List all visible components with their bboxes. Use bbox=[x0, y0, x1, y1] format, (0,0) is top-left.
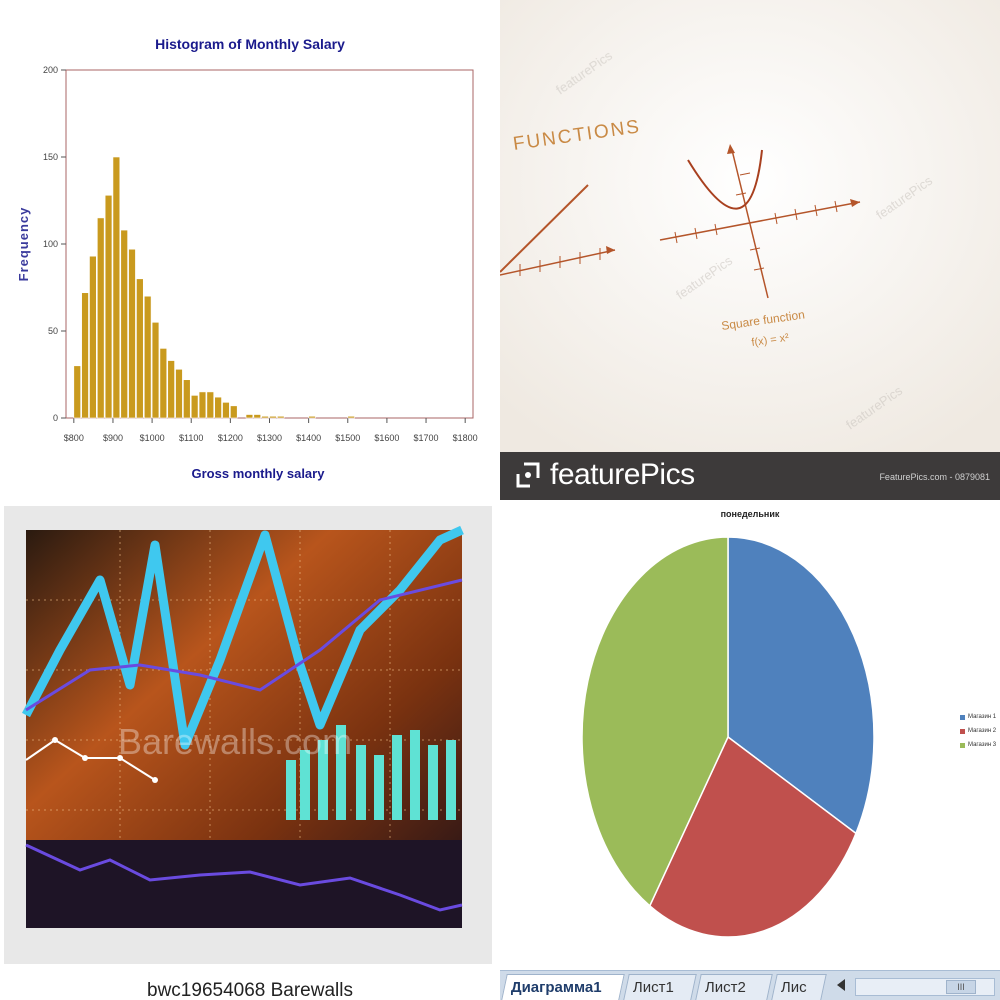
x-tick-label: $1400 bbox=[296, 433, 321, 443]
histogram-bar bbox=[136, 278, 144, 419]
pie-chart-panel: понедельник Магазин 1 Магазин 2 Магазин 3 … bbox=[500, 500, 1000, 1000]
horizontal-scrollbar[interactable]: III bbox=[855, 978, 995, 996]
histogram-bar bbox=[175, 368, 183, 419]
histogram-bar bbox=[230, 405, 238, 419]
watermark-text: Barewalls.com bbox=[118, 721, 352, 762]
featurepics-id: FeaturePics.com - 0879081 bbox=[879, 472, 990, 482]
histogram-title: Histogram of Monthly Salary bbox=[155, 36, 345, 52]
tab-diagram1[interactable]: Диаграмма1 bbox=[501, 974, 625, 1000]
x-tick-label: $1200 bbox=[218, 433, 243, 443]
legend-label: Магазин 1 bbox=[968, 714, 997, 720]
x-tick-label: $1800 bbox=[453, 433, 478, 443]
pie-slice bbox=[648, 735, 857, 938]
histogram-bar bbox=[120, 229, 128, 419]
featurepics-logo-icon bbox=[516, 462, 540, 488]
histogram-bar bbox=[245, 414, 254, 419]
x-tick-label: $1700 bbox=[414, 433, 439, 443]
legend-swatch bbox=[960, 714, 965, 720]
legend-item: Магазин 2 bbox=[960, 724, 996, 738]
x-axis-label: Gross monthly salary bbox=[192, 466, 326, 481]
pie-slice bbox=[727, 536, 875, 835]
histogram-panel: Histogram of Monthly Salary 0 50 100 150 200… bbox=[0, 0, 500, 500]
histogram-bar bbox=[112, 156, 121, 419]
y-tick-label: 200 bbox=[43, 65, 58, 75]
finance-photo: Barewalls.com bbox=[4, 506, 492, 964]
x-tick-label: $1500 bbox=[335, 433, 360, 443]
histogram-chart: Histogram of Monthly Salary 0 50 100 150 200… bbox=[16, 36, 478, 481]
pie-chart: понедельник bbox=[581, 509, 875, 938]
pie-slices bbox=[581, 536, 875, 938]
histogram-bar bbox=[151, 321, 160, 419]
histogram-bar bbox=[222, 402, 230, 419]
pie-legend: Магазин 1 Магазин 2 Магазин 3 bbox=[960, 710, 996, 752]
y-axis: 0 50 100 150 200 bbox=[43, 65, 66, 423]
y-axis-label: Frequency bbox=[16, 207, 31, 282]
x-tick-label: $1000 bbox=[140, 433, 165, 443]
histogram-bar bbox=[167, 360, 175, 419]
histogram-bar bbox=[347, 415, 355, 419]
histogram-bar bbox=[253, 414, 261, 419]
histogram-bar bbox=[261, 415, 269, 419]
histogram-bar bbox=[206, 391, 215, 419]
x-axis: $800 $900 $1000 $1100 $1200 $1300 $1400 $1500 $1… bbox=[64, 418, 478, 443]
histogram-bar bbox=[308, 415, 316, 419]
square-function-formula: f(x) = x² bbox=[751, 332, 790, 349]
x-tick-label: $800 bbox=[64, 433, 84, 443]
histogram-bar bbox=[269, 415, 277, 419]
x-tick-label: $1600 bbox=[374, 433, 399, 443]
histogram-bar bbox=[104, 194, 113, 419]
tab-scroll-left-icon[interactable] bbox=[837, 979, 845, 991]
histogram-bar bbox=[183, 379, 191, 419]
histogram-bar bbox=[214, 396, 222, 419]
histogram-bar bbox=[89, 255, 97, 419]
y-tick-label: 0 bbox=[53, 413, 58, 423]
histogram-bars bbox=[73, 156, 355, 419]
x-tick-label: $1100 bbox=[179, 433, 203, 443]
legend-label: Магазин 2 bbox=[968, 728, 997, 734]
legend-label: Магазин 3 bbox=[968, 742, 997, 748]
y-tick-label: 50 bbox=[48, 326, 58, 336]
sheet-tab-bar: Диаграмма1 Лист1 Лист2 Лис III bbox=[500, 970, 1000, 1000]
histogram-bar bbox=[190, 395, 199, 419]
legend-swatch bbox=[960, 742, 965, 748]
functions-photo: FUNCTIONS bbox=[500, 0, 1000, 452]
tab-sheet3[interactable]: Лис bbox=[771, 974, 827, 1000]
histogram-bar bbox=[81, 292, 89, 419]
histogram-bar bbox=[198, 391, 207, 419]
histogram-bar bbox=[73, 365, 81, 419]
finance-photo-panel: Barewalls.com bwc19654068 Barewalls bbox=[0, 500, 500, 1000]
histogram-bar bbox=[143, 295, 152, 419]
legend-item: Магазин 3 bbox=[960, 738, 996, 752]
y-tick-label: 150 bbox=[43, 152, 58, 162]
x-tick-label: $1300 bbox=[257, 433, 282, 443]
barewalls-caption: bwc19654068 Barewalls bbox=[147, 980, 353, 1000]
y-tick-label: 100 bbox=[43, 239, 58, 249]
featurepics-brand: featurePics bbox=[550, 458, 695, 491]
linear-graph bbox=[500, 184, 616, 276]
histogram-bar bbox=[128, 248, 136, 419]
tab-sheet1[interactable]: Лист1 bbox=[623, 974, 697, 1000]
x-tick-label: $900 bbox=[103, 433, 123, 443]
functions-photo-panel: FUNCTIONS bbox=[500, 0, 1000, 500]
legend-item: Магазин 1 bbox=[960, 710, 996, 724]
legend-swatch bbox=[960, 728, 965, 734]
scrollbar-thumb[interactable]: III bbox=[946, 980, 976, 994]
tab-sheet2[interactable]: Лист2 bbox=[695, 974, 773, 1000]
pie-title: понедельник bbox=[721, 509, 780, 519]
histogram-bar bbox=[159, 348, 168, 419]
featurepics-footer: featurePics FeaturePics.com - 0879081 bbox=[500, 452, 1000, 500]
histogram-bar bbox=[97, 217, 105, 419]
histogram-bar bbox=[277, 415, 285, 419]
pie-slice bbox=[581, 536, 729, 908]
